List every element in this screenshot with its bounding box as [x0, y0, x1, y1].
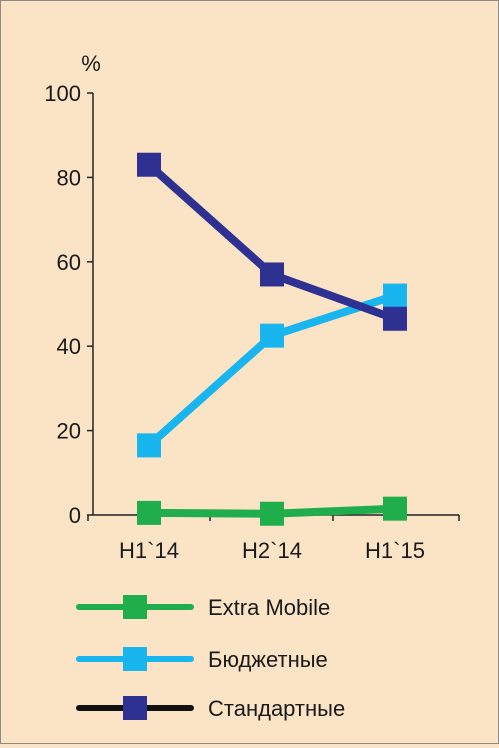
legend-item-extra-mobile: Extra Mobile	[76, 595, 330, 620]
data-point-extra-mobile	[383, 496, 407, 521]
legend-item-standard: Стандартные	[76, 696, 345, 721]
legend-swatch-marker	[123, 647, 147, 671]
series-standard	[137, 152, 407, 331]
data-point-budget	[260, 323, 284, 348]
legend-swatch-marker	[123, 595, 147, 619]
y-tick-label: 40	[57, 334, 81, 359]
x-tick-label: H1`14	[119, 538, 179, 563]
series-layer	[137, 152, 407, 526]
legend-label: Extra Mobile	[208, 595, 330, 620]
data-point-extra-mobile	[137, 500, 161, 525]
y-tick-label: 20	[57, 419, 81, 444]
series-budget	[137, 283, 407, 458]
data-point-standard	[260, 262, 284, 287]
y-tick-label: 60	[57, 250, 81, 275]
series-line-budget	[146, 291, 397, 449]
y-tick-label: 80	[57, 165, 81, 190]
series-line-standard	[146, 161, 397, 323]
series-extra-mobile	[137, 496, 407, 526]
data-point-budget	[137, 433, 161, 458]
y-axis-ticks: 0 20 40 60 80 100	[44, 81, 93, 528]
x-tick-label: H2`14	[242, 538, 302, 563]
data-point-extra-mobile	[260, 501, 284, 526]
y-axis-unit-label: %	[81, 51, 101, 76]
y-tick-label: 0	[69, 503, 81, 528]
legend-label: Бюджетные	[208, 647, 328, 672]
legend-label: Стандартные	[208, 696, 345, 721]
data-point-standard	[137, 152, 161, 177]
data-point-budget	[383, 283, 407, 308]
x-tick-label: H1`15	[365, 538, 425, 563]
legend-item-budget: Бюджетные	[76, 647, 328, 672]
data-point-standard	[383, 306, 407, 331]
legend-swatch-marker	[123, 696, 147, 720]
legend: Extra Mobile Бюджетные Стандартные	[76, 595, 345, 721]
y-tick-label: 100	[44, 81, 81, 106]
x-axis-ticks: H1`14 H2`14 H1`15	[87, 515, 460, 563]
